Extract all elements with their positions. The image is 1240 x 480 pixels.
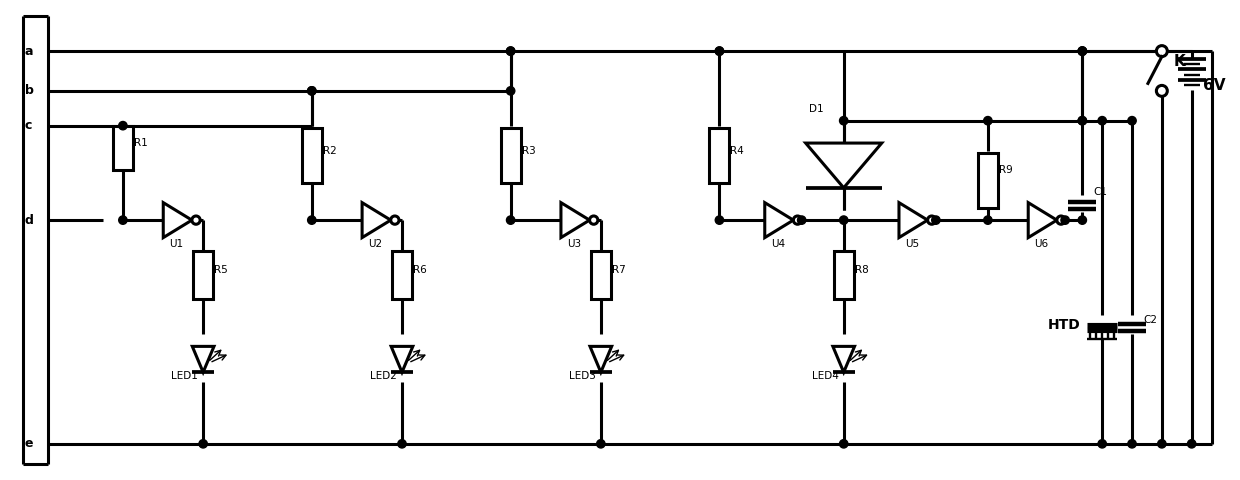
Bar [301, 128, 321, 183]
Circle shape [1078, 117, 1086, 125]
Bar [501, 128, 521, 183]
Circle shape [398, 440, 407, 448]
Text: R4: R4 [730, 145, 744, 156]
Text: R9: R9 [998, 166, 1013, 175]
Circle shape [1078, 47, 1086, 55]
Bar [591, 251, 611, 299]
Circle shape [391, 216, 399, 224]
Circle shape [797, 216, 806, 224]
Polygon shape [833, 347, 854, 372]
Circle shape [839, 117, 848, 125]
Circle shape [715, 47, 724, 55]
Circle shape [589, 216, 598, 224]
Text: U4: U4 [771, 239, 785, 249]
Text: LED3: LED3 [569, 371, 596, 381]
Circle shape [119, 216, 126, 224]
Text: R1: R1 [134, 138, 148, 148]
Text: R6: R6 [413, 265, 427, 275]
Text: b: b [25, 84, 33, 97]
Text: LED2: LED2 [371, 371, 397, 381]
Circle shape [119, 121, 126, 130]
Circle shape [506, 216, 515, 224]
Polygon shape [391, 347, 413, 372]
Text: HTD: HTD [1048, 317, 1080, 332]
Circle shape [1128, 117, 1136, 125]
Text: e: e [25, 437, 33, 450]
Text: R2: R2 [322, 145, 336, 156]
Circle shape [1158, 440, 1166, 448]
Text: R7: R7 [611, 265, 625, 275]
Circle shape [715, 47, 724, 55]
Text: U3: U3 [568, 239, 582, 249]
Text: U1: U1 [170, 239, 184, 249]
Polygon shape [192, 347, 215, 372]
Text: LED4: LED4 [812, 371, 838, 381]
Circle shape [1078, 216, 1086, 224]
Circle shape [794, 216, 802, 224]
Polygon shape [362, 203, 391, 238]
Circle shape [839, 440, 848, 448]
Circle shape [308, 216, 316, 224]
Text: c: c [25, 119, 32, 132]
Circle shape [1078, 47, 1086, 55]
Circle shape [506, 47, 515, 55]
Polygon shape [590, 347, 611, 372]
Circle shape [1056, 216, 1065, 224]
Polygon shape [1028, 203, 1056, 238]
Circle shape [308, 87, 316, 95]
Circle shape [1078, 47, 1086, 55]
Text: C2: C2 [1143, 314, 1157, 324]
Polygon shape [560, 203, 589, 238]
Bar [709, 128, 729, 183]
Circle shape [1188, 440, 1195, 448]
Text: LED1: LED1 [171, 371, 198, 381]
Text: K: K [1174, 54, 1185, 69]
Circle shape [715, 216, 724, 224]
Polygon shape [899, 203, 928, 238]
Polygon shape [765, 203, 794, 238]
Bar [392, 251, 412, 299]
Text: a: a [25, 45, 33, 58]
Polygon shape [806, 143, 882, 188]
Polygon shape [164, 203, 192, 238]
Circle shape [839, 216, 848, 224]
Bar [833, 251, 853, 299]
Text: R8: R8 [854, 265, 868, 275]
Text: U6: U6 [1034, 239, 1049, 249]
Circle shape [931, 216, 940, 224]
Circle shape [1097, 440, 1106, 448]
Circle shape [1157, 85, 1167, 96]
Circle shape [983, 117, 992, 125]
Circle shape [1128, 440, 1136, 448]
Text: R5: R5 [215, 265, 228, 275]
Circle shape [1097, 117, 1106, 125]
Circle shape [928, 216, 936, 224]
Circle shape [308, 87, 316, 95]
Circle shape [198, 440, 207, 448]
Text: R3: R3 [522, 145, 536, 156]
Text: D1: D1 [808, 104, 823, 114]
Text: U5: U5 [905, 239, 920, 249]
Text: U2: U2 [368, 239, 383, 249]
Circle shape [1157, 46, 1167, 57]
Bar [193, 251, 213, 299]
Circle shape [1078, 117, 1086, 125]
Circle shape [596, 440, 605, 448]
Text: C1: C1 [1094, 187, 1107, 197]
Circle shape [506, 87, 515, 95]
Circle shape [506, 47, 515, 55]
Text: 6V: 6V [1203, 78, 1225, 94]
Circle shape [983, 216, 992, 224]
Text: d: d [25, 214, 33, 227]
Bar [978, 153, 998, 208]
Circle shape [1061, 216, 1069, 224]
Bar [113, 126, 133, 170]
Circle shape [192, 216, 200, 224]
